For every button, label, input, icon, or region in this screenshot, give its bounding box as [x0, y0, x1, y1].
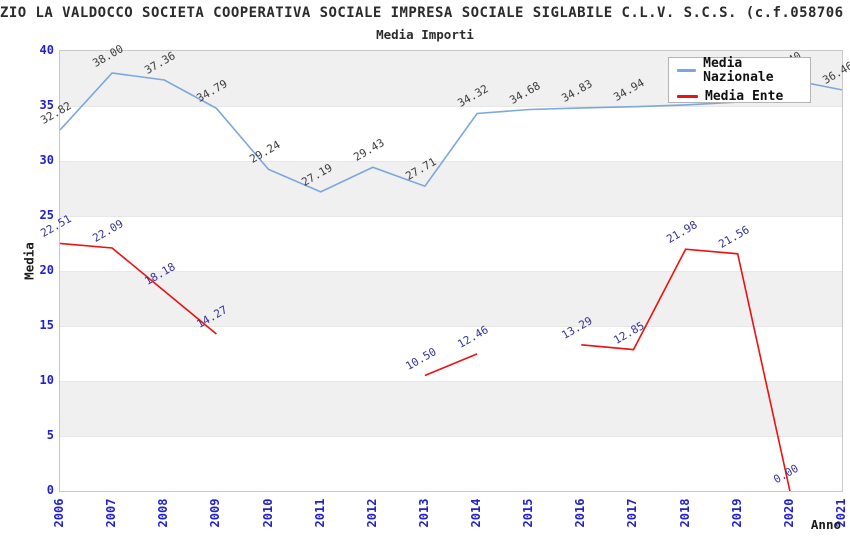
ente-line — [581, 248, 791, 491]
legend-label-nazionale: Media Nazionale — [703, 55, 774, 85]
x-tick-label: 2018 — [677, 498, 692, 528]
x-tick-label: 2014 — [469, 498, 484, 528]
x-tick-label: 2008 — [156, 498, 171, 528]
gridline — [60, 106, 842, 107]
x-tick-label: 2009 — [208, 498, 223, 528]
gridline — [60, 161, 842, 162]
y-tick-label: 20 — [39, 263, 54, 277]
y-axis-title: Media — [21, 242, 37, 280]
gray-band — [60, 271, 842, 326]
gridline — [60, 326, 842, 327]
gridline — [60, 436, 842, 437]
y-tick-label: 40 — [39, 43, 54, 57]
x-tick-label: 2013 — [416, 498, 431, 528]
x-tick-label: 2015 — [521, 498, 536, 528]
plot-area — [59, 50, 843, 492]
series-lines — [60, 72, 842, 491]
y-tick-label: 10 — [39, 373, 54, 387]
legend-row-nazionale: Media Nazionale — [677, 55, 810, 85]
x-tick-label: 2007 — [104, 498, 119, 528]
x-axis-title: Anno — [810, 517, 841, 532]
x-tick-label: 2010 — [260, 498, 275, 528]
chart-subtitle: Media Importi — [376, 27, 474, 42]
gridline — [60, 381, 842, 382]
y-tick-label: 30 — [39, 153, 54, 167]
x-tick-label: 2017 — [625, 498, 640, 528]
x-tick-label: 2011 — [312, 498, 327, 528]
gridline — [60, 271, 842, 272]
legend-label-ente: Media Ente — [705, 88, 784, 104]
x-tick-label: 2012 — [364, 498, 379, 528]
ente-line — [424, 353, 478, 377]
x-tick-label: 2016 — [573, 498, 588, 528]
legend-row-ente: Media Ente — [677, 88, 810, 104]
gray-band — [60, 161, 842, 216]
ente-line-swatch-icon — [677, 95, 698, 98]
y-tick-label: 35 — [39, 98, 54, 112]
gridline — [60, 216, 842, 217]
nazionale-line — [60, 72, 842, 193]
gray-band — [60, 381, 842, 436]
y-tick-label: 25 — [39, 208, 54, 222]
y-tick-label: 5 — [46, 428, 54, 442]
nazionale-line-swatch-icon — [677, 69, 697, 72]
x-tick-label: 2006 — [52, 498, 66, 528]
y-tick-label: 15 — [39, 318, 54, 332]
ente-line — [60, 242, 217, 335]
y-tick-label: 0 — [46, 483, 54, 497]
chart-title: ZIO LA VALDOCCO SOCIETA COOPERATIVA SOCI… — [0, 5, 844, 21]
legend: Media Nazionale Media Ente — [668, 55, 811, 104]
x-tick-label: 2019 — [729, 498, 744, 528]
